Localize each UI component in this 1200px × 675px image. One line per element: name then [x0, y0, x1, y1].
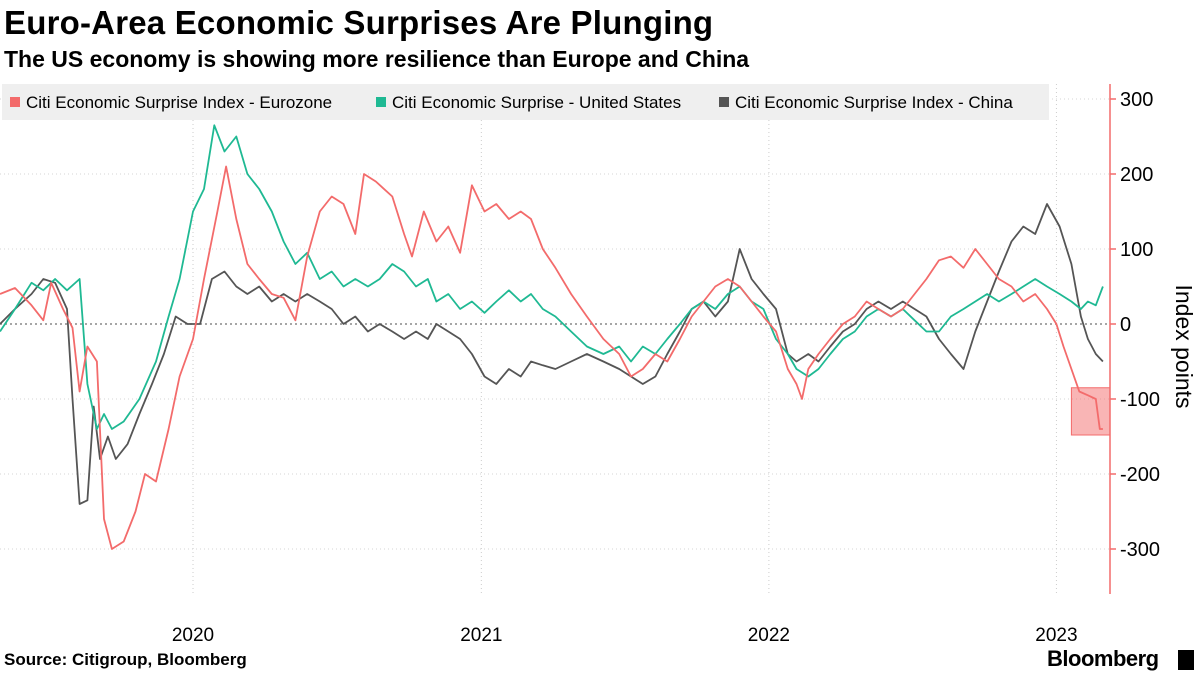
x-tick-label: 2021 — [460, 625, 502, 646]
highlight-box — [1070, 387, 1111, 436]
x-tick-label: 2023 — [1035, 625, 1077, 646]
y-tick-label: 200 — [1120, 164, 1153, 186]
legend-label: Citi Economic Surprise Index - Eurozone — [26, 93, 332, 112]
legend-swatch — [376, 97, 386, 107]
y-tick-label: 100 — [1120, 239, 1153, 261]
legend-swatch — [719, 97, 729, 107]
y-tick-label: 0 — [1120, 314, 1131, 336]
legend-swatch — [10, 97, 20, 107]
series-line-china — [0, 203, 1104, 505]
series-line-eurozone — [0, 165, 1103, 550]
series-line-us — [0, 124, 1104, 430]
x-tick-label: 2020 — [172, 625, 214, 646]
x-tick-label: 2022 — [748, 625, 790, 646]
legend-label: Citi Economic Surprise Index - China — [735, 93, 1013, 112]
chart-subtitle: The US economy is showing more resilienc… — [4, 46, 750, 72]
chart-title: Euro-Area Economic Surprises Are Plungin… — [4, 4, 714, 41]
y-tick-label: -100 — [1120, 389, 1160, 411]
y-axis-label: Index points — [1171, 284, 1197, 408]
legend-box — [2, 84, 1049, 120]
legend-label: Citi Economic Surprise - United States — [392, 93, 681, 112]
y-tick-label: -300 — [1120, 539, 1160, 561]
y-tick-label: -200 — [1120, 464, 1160, 486]
bloomberg-mark-icon — [1178, 650, 1194, 670]
source-note: Source: Citigroup, Bloomberg — [4, 650, 247, 669]
bloomberg-logo: Bloomberg — [1047, 646, 1159, 671]
y-tick-label: 300 — [1120, 89, 1153, 111]
